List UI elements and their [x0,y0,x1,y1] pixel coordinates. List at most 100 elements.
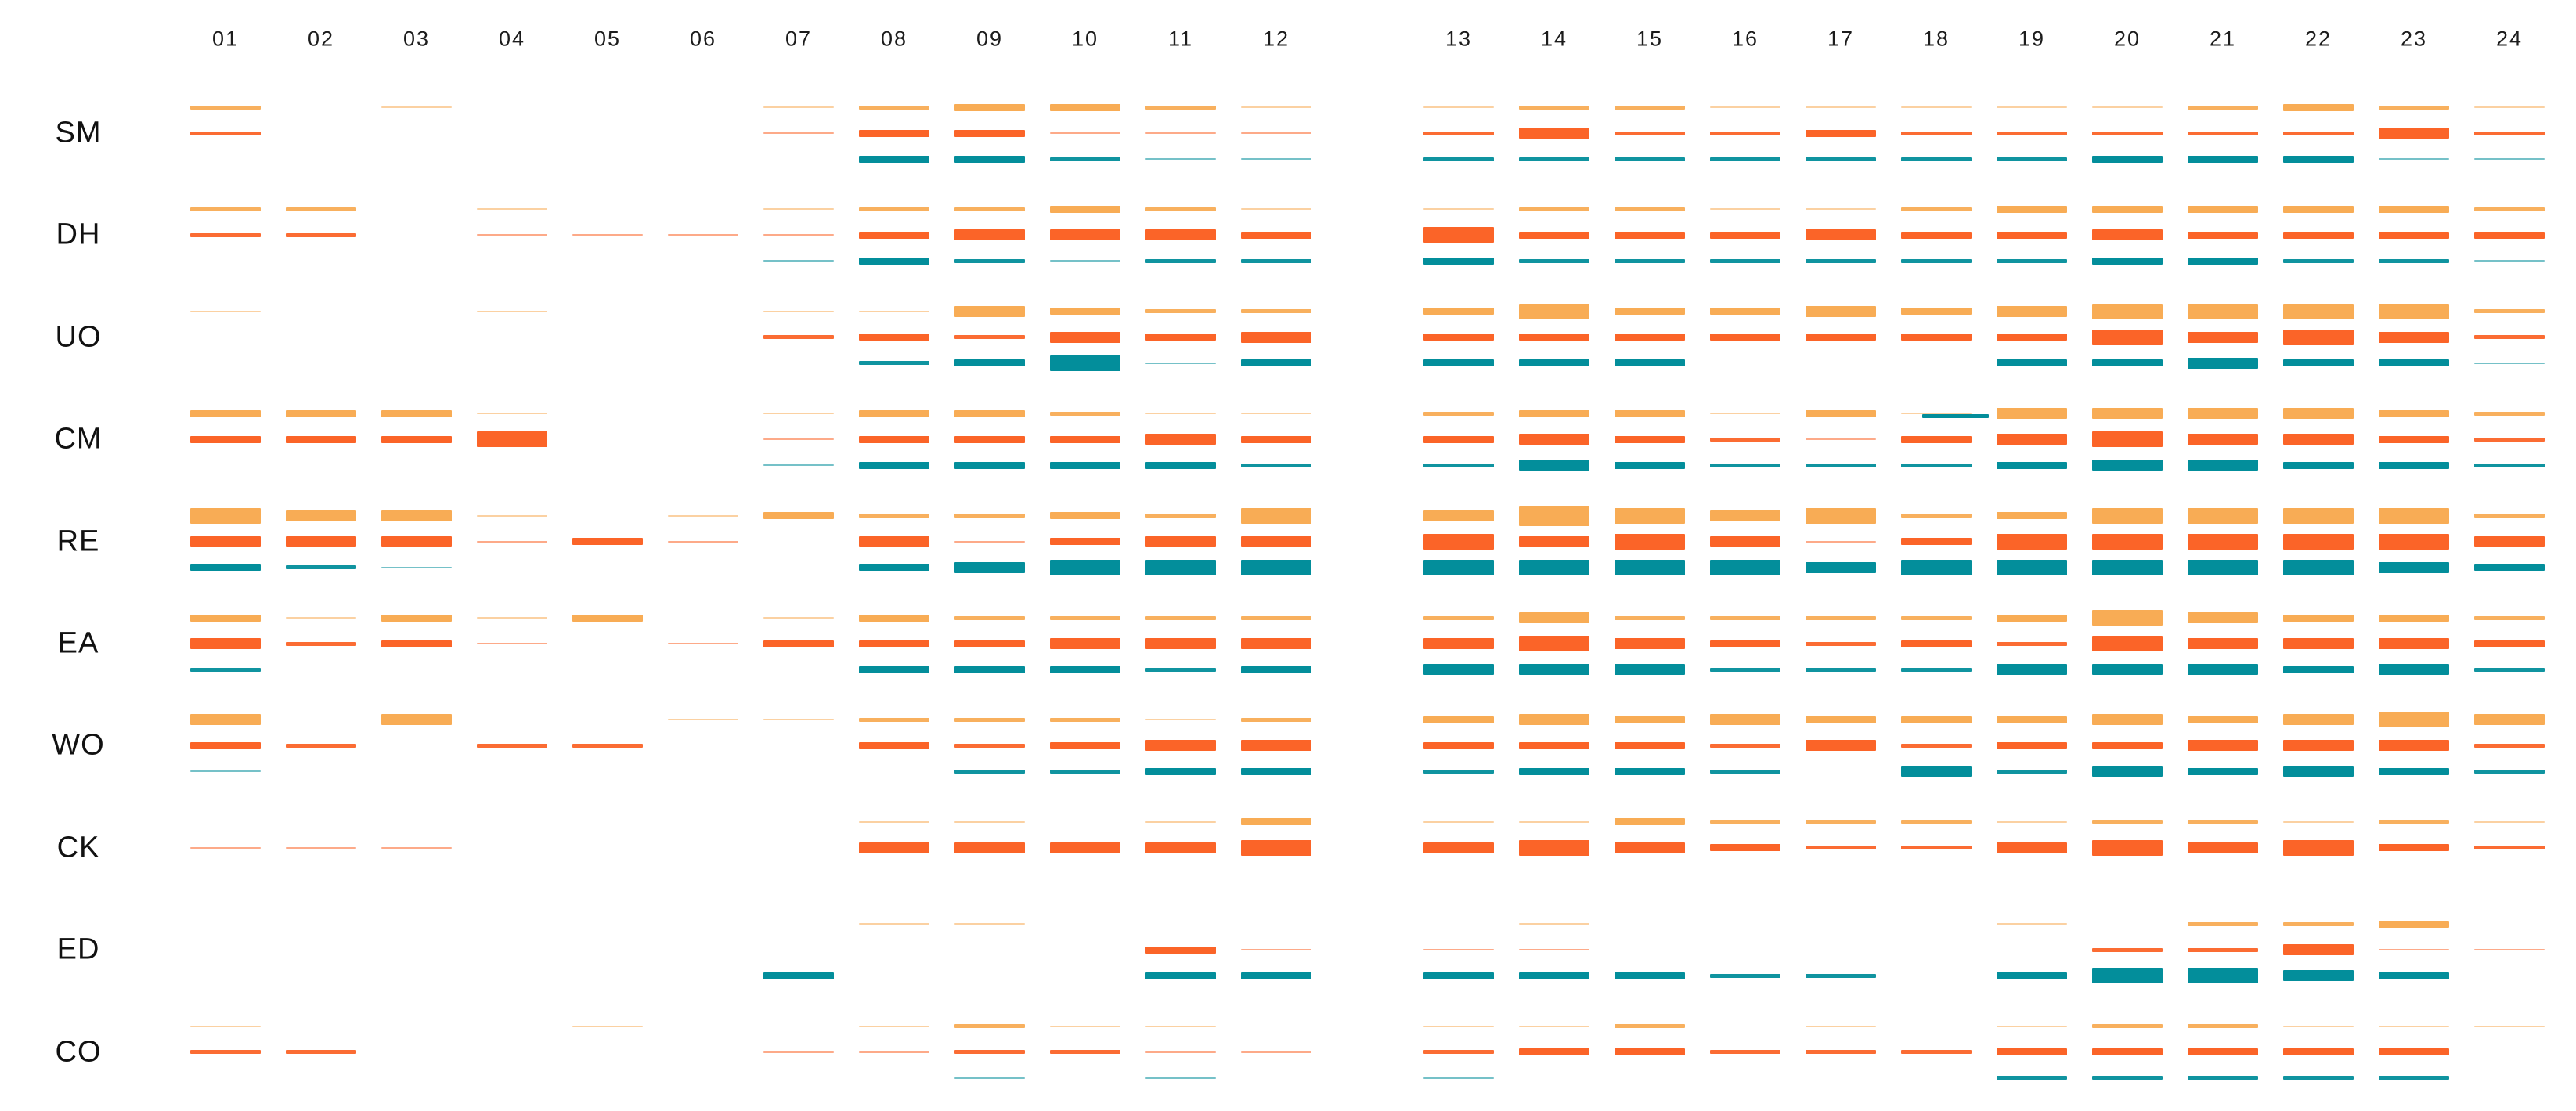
bottom-teal-bar [1519,157,1589,161]
slot-top-orange [668,1015,738,1038]
middle-red-bar [2092,431,2163,448]
slot-middle-red [2474,938,2545,961]
cell-ck-11 [1145,810,1216,886]
middle-red-bar [1519,536,1589,547]
middle-red-bar [572,743,643,748]
middle-red-bar [190,435,261,443]
bottom-teal-bar [1145,559,1216,575]
middle-red-bar [1806,438,1876,441]
middle-red-bar [2092,229,2163,241]
slot-top-orange [1519,402,1589,425]
slot-top-orange [1519,912,1589,936]
slot-top-orange [1145,96,1216,119]
cell-re-06 [668,504,738,579]
cell-cm-12 [1241,402,1311,477]
bottom-teal-bar [1519,559,1589,575]
column-header-10: 10 [1071,27,1099,51]
bottom-teal-bar [381,566,452,568]
bottom-teal-bar [1241,463,1311,467]
bottom-teal-bar [1519,460,1589,471]
middle-red-bar [477,431,547,448]
slot-bottom-teal [1423,147,1494,171]
middle-red-bar [1997,641,2067,646]
middle-red-bar [286,536,356,547]
top-orange-bar [1615,615,1685,620]
top-orange-bar [1423,821,1494,823]
slot-bottom-teal [572,147,643,171]
cell-ck-14 [1519,810,1589,886]
top-orange-bar [2188,820,2258,824]
cell-wo-10 [1050,708,1120,783]
slot-bottom-teal [1519,759,1589,783]
slot-top-orange [1145,300,1216,323]
cell-re-15 [1615,504,1685,579]
slot-middle-red [2283,1041,2354,1064]
top-orange-bar [1806,409,1876,417]
middle-red-bar [1615,638,1685,649]
slot-bottom-teal [1710,556,1780,579]
slot-middle-red [1519,223,1589,247]
middle-red-bar [1241,740,1311,752]
cell-sm-04 [477,96,547,171]
slot-top-orange [668,810,738,834]
middle-red-bar [954,435,1025,443]
slot-top-orange [2188,197,2258,221]
slot-top-orange [1050,810,1120,834]
slot-bottom-teal [572,862,643,886]
cell-sm-21 [2188,96,2258,171]
slot-top-orange [1997,197,2067,221]
top-orange-bar [859,1025,929,1027]
top-orange-bar [1241,309,1311,314]
slot-middle-red [954,121,1025,145]
slot-bottom-teal [1710,249,1780,272]
column-header-02: 02 [307,27,335,51]
middle-red-bar [1241,638,1311,649]
slot-middle-red [954,223,1025,247]
slot-bottom-teal [1710,658,1780,681]
top-orange-bar [859,207,929,211]
slot-top-orange [1423,606,1494,629]
slot-bottom-teal [2188,1066,2258,1090]
slot-middle-red [1901,530,1972,554]
middle-red-bar [2474,131,2545,135]
middle-red-bar [763,1051,834,1053]
slot-middle-red [2188,734,2258,757]
top-orange-bar [1423,411,1494,416]
slot-bottom-teal [1615,249,1685,272]
row-label-re: RE [56,525,100,558]
slot-top-orange [1710,402,1780,425]
cell-cm-11 [1145,402,1216,477]
column-header-12: 12 [1262,27,1290,51]
middle-red-bar [954,1050,1025,1055]
middle-red-bar [1423,949,1494,951]
top-orange-bar [1710,820,1780,824]
slot-bottom-teal [1145,147,1216,171]
middle-red-bar [1145,740,1216,752]
slot-middle-red [763,121,834,145]
slot-top-orange [381,504,452,528]
slot-top-orange [1901,402,1972,425]
cell-sm-01 [190,96,261,171]
slot-bottom-teal [1615,658,1685,681]
slot-middle-red [190,223,261,247]
top-orange-bar [1050,512,1120,520]
middle-red-bar [1997,231,2067,239]
bottom-teal-bar [1997,1076,2067,1080]
slot-bottom-teal [1519,862,1589,886]
bottom-teal-bar [1710,667,1780,672]
bottom-teal-bar [1050,260,1120,262]
top-orange-bar [1519,821,1589,823]
slot-top-orange [477,708,547,731]
bottom-teal-bar [1806,258,1876,263]
column-header-08: 08 [880,27,908,51]
slot-middle-red [286,632,356,655]
middle-red-bar [1997,741,2067,749]
top-orange-bar [1901,106,1972,108]
column-header-11: 11 [1167,27,1194,51]
slot-middle-red [668,734,738,757]
column-header-23: 23 [2400,27,2428,51]
top-orange-bar [1901,820,1972,824]
slot-bottom-teal [1423,964,1494,987]
top-orange-bar [1806,208,1876,211]
